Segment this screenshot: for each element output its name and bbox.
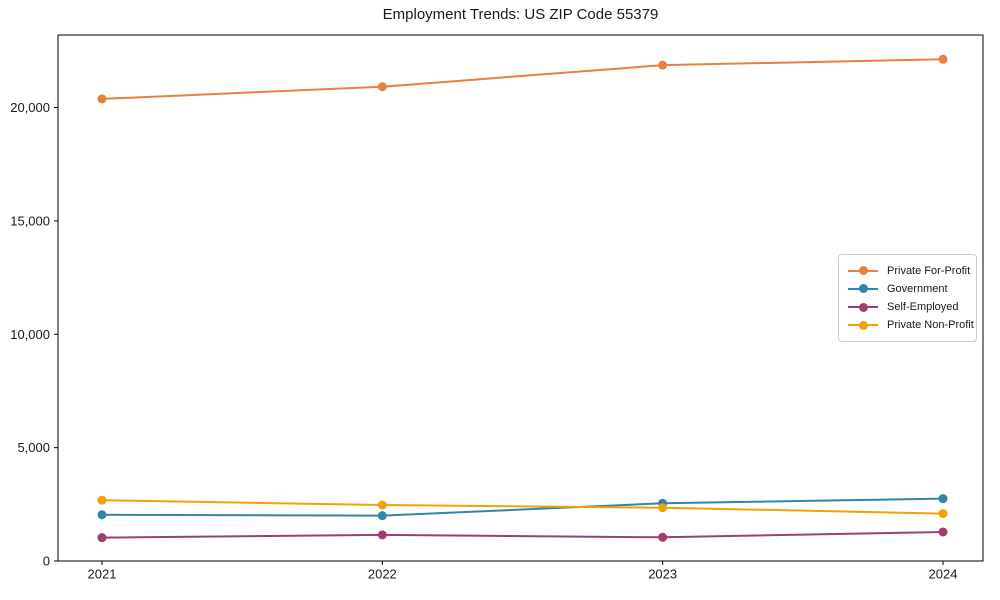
legend-item-self-employed: Self-Employed xyxy=(848,299,968,316)
x-tick-label: 2021 xyxy=(88,567,117,582)
series-marker-private-non-profit xyxy=(377,500,387,510)
series-marker-private-non-profit xyxy=(938,509,948,519)
legend-item-private-for-profit: Private For-Profit xyxy=(848,262,971,279)
series-marker-self-employed xyxy=(658,532,668,542)
x-tick-label: 2024 xyxy=(929,567,958,582)
y-tick-label: 5,000 xyxy=(17,440,50,455)
legend-marker-icon xyxy=(848,302,878,312)
series-line-self-employed xyxy=(101,530,944,539)
y-tick-label: 10,000 xyxy=(10,327,50,342)
series-line-government xyxy=(101,497,944,517)
series-marker-self-employed xyxy=(938,527,948,537)
series-marker-government xyxy=(97,510,107,520)
series-marker-government xyxy=(938,494,948,504)
x-tick-label: 2022 xyxy=(368,567,397,582)
series-line-private-for-profit xyxy=(101,58,944,100)
series-marker-self-employed xyxy=(377,530,387,540)
series-marker-private-non-profit xyxy=(658,503,668,513)
legend: Private For-Profit Government Self-Employe… xyxy=(838,254,977,342)
legend-label-private-non-profit: Private Non-Profit xyxy=(887,319,974,332)
series-marker-private-for-profit xyxy=(938,54,948,64)
y-tick-label: 0 xyxy=(43,554,50,569)
series-line-private-non-profit xyxy=(101,499,944,515)
y-tick-label: 15,000 xyxy=(10,213,50,228)
series-marker-private-non-profit xyxy=(97,495,107,505)
series-marker-private-for-profit xyxy=(97,94,107,104)
legend-marker-icon xyxy=(848,266,878,275)
legend-item-private-non-profit: Private Non-Profit xyxy=(848,317,974,334)
y-tick-label: 20,000 xyxy=(10,100,50,115)
legend-item-government: Government xyxy=(848,280,968,297)
legend-marker-icon xyxy=(848,320,878,330)
legend-label-self-employed: Self-Employed xyxy=(887,301,959,314)
legend-label-government: Government xyxy=(887,282,948,295)
series-marker-government xyxy=(377,511,387,521)
legend-marker-icon xyxy=(848,284,878,294)
plot-frame xyxy=(57,34,984,562)
series-marker-private-for-profit xyxy=(377,82,387,92)
series-marker-self-employed xyxy=(97,533,107,543)
chart-title: Employment Trends: US ZIP Code 55379 xyxy=(382,6,659,23)
x-tick-label: 2023 xyxy=(648,567,677,582)
legend-label-private-for-profit: Private For-Profit xyxy=(887,264,971,277)
series-marker-private-for-profit xyxy=(658,60,668,70)
